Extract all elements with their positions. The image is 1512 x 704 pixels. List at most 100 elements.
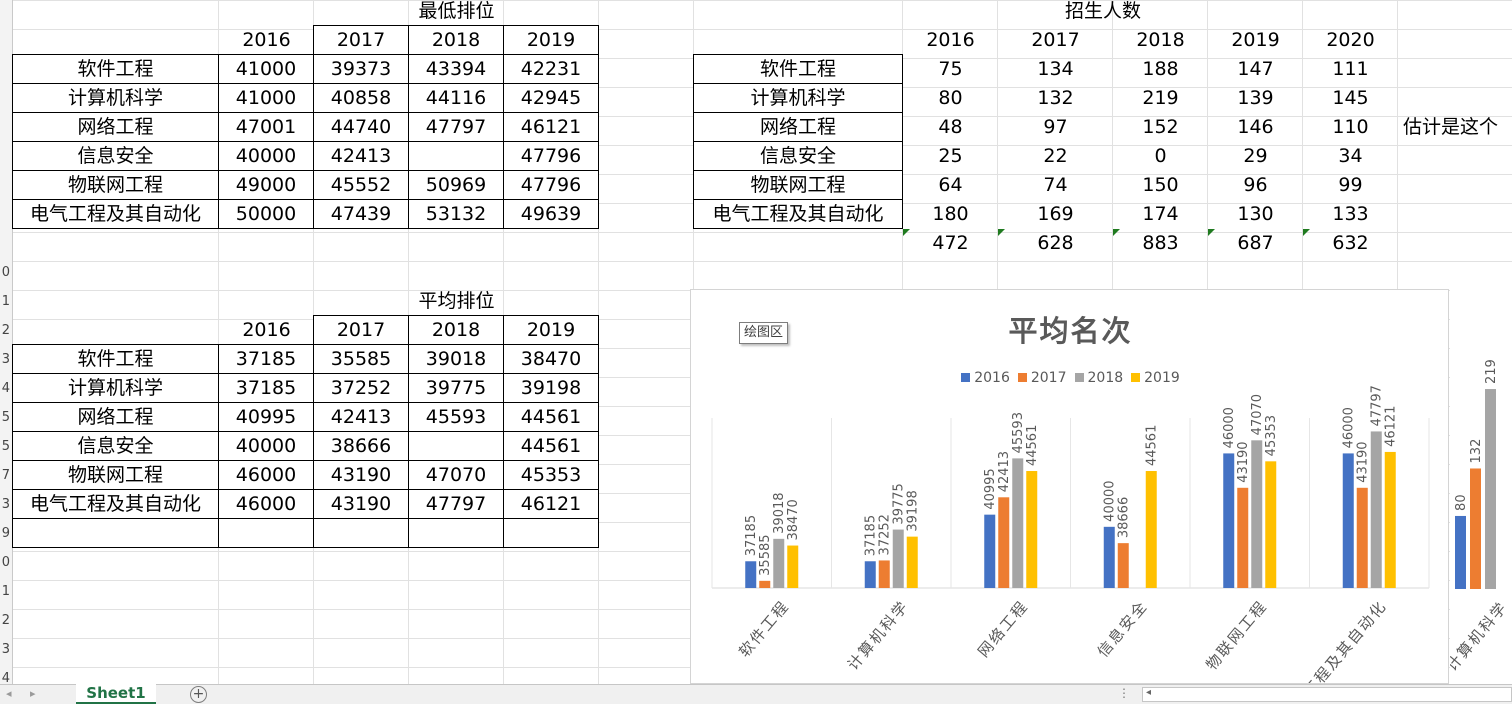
row-number[interactable]: 5 bbox=[1, 410, 10, 425]
avg_rank-value-cell[interactable]: 47797 bbox=[408, 489, 504, 519]
bar[interactable] bbox=[1103, 526, 1115, 588]
enrollment-chart-plot[interactable]: 80 132 219 计算机科学 bbox=[1450, 289, 1512, 684]
bar[interactable] bbox=[864, 561, 876, 588]
enrollment-year-header[interactable]: 2019 bbox=[1231, 29, 1280, 51]
min_rank-value-cell[interactable]: 47797 bbox=[408, 112, 504, 142]
min_rank-value-cell[interactable]: 47001 bbox=[218, 112, 314, 142]
enrollment-value-cell[interactable]: 133 bbox=[1332, 203, 1369, 225]
error-indicator-icon[interactable] bbox=[903, 229, 910, 236]
enrollment-value-cell[interactable]: 130 bbox=[1237, 203, 1274, 225]
enrollment-value-cell[interactable]: 132 bbox=[1037, 87, 1074, 109]
category-label[interactable]: 软件工程 bbox=[735, 597, 793, 661]
min_rank-value-cell[interactable]: 44740 bbox=[313, 112, 409, 142]
avg_rank-value-cell[interactable]: 43190 bbox=[313, 489, 409, 519]
tab-sheet1[interactable]: Sheet1 bbox=[76, 684, 156, 704]
enrollment-total-cell[interactable]: 472 bbox=[932, 232, 969, 254]
avg_rank-value-cell[interactable]: 44561 bbox=[503, 402, 599, 432]
bar[interactable] bbox=[1384, 451, 1396, 588]
enrollment-value-cell[interactable]: 152 bbox=[1142, 116, 1179, 138]
bar-data-label[interactable]: 44561 bbox=[1025, 425, 1040, 466]
min_rank-year-header[interactable]: 2016 bbox=[242, 29, 291, 51]
bar[interactable] bbox=[984, 514, 996, 588]
row-number[interactable]: 7 bbox=[1, 468, 10, 483]
min_rank-row-label[interactable]: 计算机科学 bbox=[12, 83, 219, 113]
bar[interactable] bbox=[1455, 515, 1466, 589]
min_rank-value-cell[interactable]: 41000 bbox=[218, 54, 314, 84]
avg_rank-value-cell[interactable]: 42413 bbox=[313, 402, 409, 432]
min_rank-value-cell[interactable]: 42231 bbox=[503, 54, 599, 84]
enrollment-year-header[interactable]: 2020 bbox=[1326, 29, 1375, 51]
bar-data-label[interactable]: 37252 bbox=[877, 514, 892, 555]
min_rank-value-cell[interactable]: 47796 bbox=[503, 170, 599, 200]
bar[interactable] bbox=[1117, 543, 1129, 588]
enrollment-row-label[interactable]: 计算机科学 bbox=[693, 83, 903, 113]
bar-data-label[interactable]: 40000 bbox=[1102, 480, 1117, 521]
bar-data-label[interactable]: 37185 bbox=[744, 515, 759, 556]
enrollment-value-cell[interactable]: 29 bbox=[1243, 145, 1268, 167]
enrollment-value-cell[interactable]: 25 bbox=[938, 145, 963, 167]
min_rank-row-label[interactable]: 电气工程及其自动化 bbox=[12, 199, 219, 229]
avg_rank-title[interactable]: 平均排位 bbox=[418, 290, 495, 312]
avg_rank-value-cell[interactable]: 37185 bbox=[218, 344, 314, 374]
avg_rank-year-header[interactable]: 2019 bbox=[503, 315, 599, 345]
min_rank-year-header[interactable]: 2019 bbox=[503, 25, 599, 55]
avg_rank-row-label[interactable]: 网络工程 bbox=[12, 402, 219, 432]
add-sheet-button[interactable]: + bbox=[190, 686, 207, 703]
bar-data-label[interactable]: 44561 bbox=[1144, 425, 1159, 466]
enrollment-value-cell[interactable]: 0 bbox=[1154, 145, 1167, 167]
category-label[interactable]: 计算机科学 bbox=[1450, 598, 1511, 675]
bar-data-label[interactable]: 38666 bbox=[1116, 497, 1131, 538]
avg_rank-value-cell[interactable]: 38666 bbox=[313, 431, 409, 461]
avg_rank-value-cell[interactable]: 45593 bbox=[408, 402, 504, 432]
enrollment-total-cell[interactable]: 883 bbox=[1142, 232, 1179, 254]
bar[interactable] bbox=[1485, 389, 1496, 589]
row-number[interactable]: 2 bbox=[1, 613, 10, 628]
enrollment-value-cell[interactable]: 74 bbox=[1043, 174, 1068, 196]
enrollment-value-cell[interactable]: 34 bbox=[1338, 145, 1363, 167]
enrollment-value-cell[interactable]: 219 bbox=[1142, 87, 1179, 109]
chart-legend[interactable]: 2016 2017 2018 2019 bbox=[691, 370, 1450, 386]
error-indicator-icon[interactable] bbox=[1113, 229, 1120, 236]
tab-scroll-left-icon[interactable]: ◂ bbox=[6, 687, 12, 700]
avg_rank-value-cell[interactable] bbox=[408, 431, 504, 461]
bar[interactable] bbox=[1026, 471, 1038, 588]
bar-data-label[interactable]: 47797 bbox=[1369, 385, 1384, 426]
bar-data-label[interactable]: 43190 bbox=[1236, 441, 1251, 482]
bar-data-label[interactable]: 43190 bbox=[1355, 441, 1370, 482]
enrollment-chart-partial[interactable]: 80 132 219 计算机科学 bbox=[1450, 289, 1512, 684]
bar[interactable] bbox=[1012, 458, 1024, 588]
avg_rank-value-cell[interactable]: 39198 bbox=[503, 373, 599, 403]
avg_rank-value-cell[interactable]: 37185 bbox=[218, 373, 314, 403]
enrollment-value-cell[interactable]: 22 bbox=[1043, 145, 1068, 167]
enrollment-total-cell[interactable]: 687 bbox=[1237, 232, 1274, 254]
bar[interactable] bbox=[773, 538, 785, 588]
category-label[interactable]: 信息安全 bbox=[1094, 597, 1152, 661]
row-number[interactable]: 0 bbox=[1, 555, 10, 570]
enrollment-value-cell[interactable]: 99 bbox=[1338, 174, 1363, 196]
bar[interactable] bbox=[998, 497, 1010, 588]
row-number[interactable]: 2 bbox=[1, 323, 10, 338]
avg-rank-chart[interactable]: 绘图区 平均名次 2016 2017 2018 2019 37185 35585 3901… bbox=[690, 289, 1449, 684]
min_rank-value-cell[interactable]: 49639 bbox=[503, 199, 599, 229]
enrollment-value-cell[interactable]: 96 bbox=[1243, 174, 1268, 196]
enrollment-row-label[interactable]: 软件工程 bbox=[693, 54, 903, 84]
bar-data-label[interactable]: 132 bbox=[1469, 439, 1484, 464]
enrollment-value-cell[interactable]: 188 bbox=[1142, 58, 1179, 80]
error-indicator-icon[interactable] bbox=[1208, 229, 1215, 236]
min_rank-row-label[interactable]: 信息安全 bbox=[12, 141, 219, 171]
enrollment-value-cell[interactable]: 64 bbox=[938, 174, 963, 196]
min_rank-value-cell[interactable]: 49000 bbox=[218, 170, 314, 200]
bar[interactable] bbox=[1145, 471, 1157, 588]
enrollment-row-label[interactable]: 物联网工程 bbox=[693, 170, 903, 200]
bar-data-label[interactable]: 80 bbox=[1454, 494, 1469, 511]
bar[interactable] bbox=[1265, 461, 1277, 588]
avg-rank-empty-cell[interactable] bbox=[12, 518, 219, 548]
bar-data-label[interactable]: 39018 bbox=[772, 492, 787, 533]
min_rank-value-cell[interactable]: 47796 bbox=[503, 141, 599, 171]
bar-data-label[interactable]: 45593 bbox=[1011, 412, 1026, 453]
enrollment-row-label[interactable]: 网络工程 bbox=[693, 112, 903, 142]
bar[interactable] bbox=[1223, 453, 1235, 588]
bar[interactable] bbox=[1237, 487, 1249, 588]
min_rank-value-cell[interactable]: 50969 bbox=[408, 170, 504, 200]
